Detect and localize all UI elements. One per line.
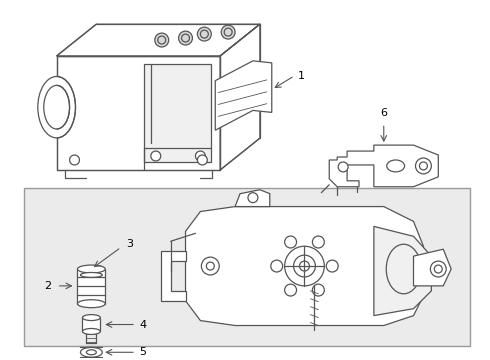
Circle shape <box>197 155 207 165</box>
Circle shape <box>430 261 446 277</box>
Circle shape <box>206 262 214 270</box>
Ellipse shape <box>38 76 75 138</box>
Bar <box>24 188 470 346</box>
Text: 3: 3 <box>126 239 133 249</box>
Circle shape <box>299 261 309 271</box>
Ellipse shape <box>82 328 100 334</box>
Text: 1: 1 <box>297 71 305 81</box>
Text: 2: 2 <box>45 281 52 291</box>
Circle shape <box>285 246 324 286</box>
Polygon shape <box>77 269 105 304</box>
Circle shape <box>70 155 79 165</box>
Circle shape <box>338 162 348 172</box>
Circle shape <box>197 27 211 41</box>
Text: 4: 4 <box>139 320 146 329</box>
Polygon shape <box>215 61 272 130</box>
Circle shape <box>285 284 296 296</box>
Circle shape <box>178 31 193 45</box>
Polygon shape <box>57 24 260 56</box>
Circle shape <box>151 151 161 161</box>
Ellipse shape <box>82 315 100 320</box>
Circle shape <box>285 236 296 248</box>
Polygon shape <box>57 56 220 170</box>
Circle shape <box>221 25 235 39</box>
Circle shape <box>224 28 232 36</box>
Polygon shape <box>82 318 100 332</box>
Polygon shape <box>144 64 211 162</box>
Circle shape <box>196 151 205 161</box>
Circle shape <box>313 284 324 296</box>
Circle shape <box>434 265 442 273</box>
Polygon shape <box>414 249 451 286</box>
Circle shape <box>158 36 166 44</box>
Ellipse shape <box>77 265 105 273</box>
Circle shape <box>294 255 316 277</box>
Circle shape <box>155 33 169 47</box>
Ellipse shape <box>80 347 102 357</box>
Circle shape <box>248 193 258 203</box>
Ellipse shape <box>387 160 405 172</box>
Ellipse shape <box>86 350 97 355</box>
Circle shape <box>271 260 283 272</box>
Polygon shape <box>374 226 431 316</box>
Circle shape <box>416 158 431 174</box>
Text: 6: 6 <box>380 108 387 118</box>
Text: 5: 5 <box>139 347 146 357</box>
Polygon shape <box>220 24 260 170</box>
Polygon shape <box>186 207 423 325</box>
Circle shape <box>419 162 427 170</box>
Polygon shape <box>161 251 186 301</box>
Circle shape <box>200 30 208 38</box>
Ellipse shape <box>386 244 421 294</box>
Circle shape <box>326 260 338 272</box>
Ellipse shape <box>80 273 102 278</box>
Circle shape <box>182 34 190 42</box>
Polygon shape <box>235 190 270 207</box>
Polygon shape <box>329 145 438 187</box>
Circle shape <box>201 257 219 275</box>
Ellipse shape <box>44 85 70 129</box>
Circle shape <box>313 236 324 248</box>
Ellipse shape <box>77 300 105 308</box>
